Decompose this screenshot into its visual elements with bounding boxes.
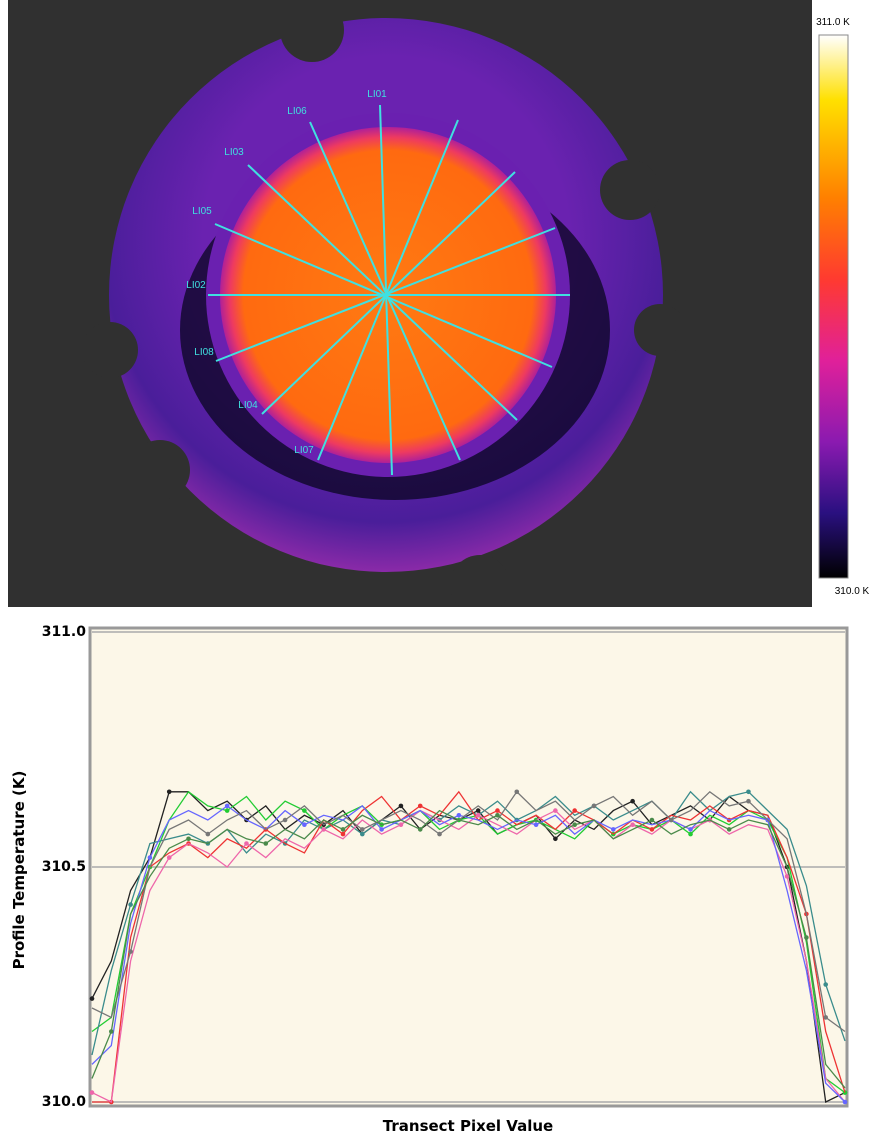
point bbox=[128, 902, 133, 907]
point bbox=[746, 789, 751, 795]
point bbox=[842, 1099, 848, 1105]
point bbox=[166, 855, 172, 860]
notch bbox=[82, 322, 138, 378]
point bbox=[147, 855, 153, 860]
series-line bbox=[91, 790, 846, 1033]
point bbox=[553, 836, 558, 842]
point bbox=[263, 841, 269, 846]
thermal-image bbox=[82, 0, 686, 607]
y-tick-label: 310.0 bbox=[42, 1094, 87, 1110]
point bbox=[321, 827, 326, 832]
point bbox=[109, 1029, 114, 1034]
point bbox=[417, 827, 423, 832]
point bbox=[533, 822, 539, 827]
point bbox=[89, 996, 95, 1001]
point bbox=[688, 831, 693, 837]
point bbox=[398, 803, 404, 809]
notch bbox=[600, 160, 660, 220]
transect-label: LI04 bbox=[238, 400, 258, 411]
point bbox=[668, 817, 674, 823]
point bbox=[475, 813, 481, 818]
point bbox=[417, 803, 423, 809]
point bbox=[572, 822, 577, 827]
point bbox=[553, 808, 558, 813]
point bbox=[360, 827, 365, 832]
point bbox=[166, 789, 172, 795]
colorbar-min: 310.0 K bbox=[835, 586, 870, 597]
series-line bbox=[92, 790, 846, 1103]
notch bbox=[130, 440, 190, 500]
series-line bbox=[91, 805, 846, 1103]
point bbox=[611, 827, 616, 832]
point bbox=[746, 798, 751, 804]
point bbox=[437, 831, 442, 837]
transect-labels: LI01 LI06 LI03 LI05 LI02 LI08 LI04 LI07 bbox=[186, 89, 387, 456]
point bbox=[726, 827, 732, 832]
point bbox=[572, 808, 577, 813]
point bbox=[340, 827, 346, 832]
point bbox=[649, 817, 655, 823]
point bbox=[340, 831, 346, 837]
point bbox=[784, 874, 790, 879]
point bbox=[186, 836, 191, 842]
point bbox=[495, 808, 500, 813]
point bbox=[514, 789, 520, 795]
point bbox=[495, 813, 500, 818]
transect-label: LI02 bbox=[186, 280, 206, 291]
point bbox=[630, 798, 635, 804]
notch bbox=[280, 0, 344, 62]
transect-lines bbox=[208, 104, 570, 476]
colorbar-max: 311.0 K bbox=[816, 17, 850, 28]
point bbox=[591, 803, 597, 809]
transect-label: LI07 bbox=[294, 445, 314, 456]
point bbox=[302, 822, 307, 827]
point bbox=[224, 808, 230, 813]
series-line bbox=[91, 791, 846, 1103]
point bbox=[302, 808, 307, 813]
colorbar bbox=[818, 34, 849, 579]
point bbox=[224, 803, 230, 809]
y-tick-label: 310.5 bbox=[42, 859, 86, 875]
point bbox=[398, 822, 404, 827]
point bbox=[630, 822, 635, 827]
transect-label: LI05 bbox=[192, 206, 212, 217]
series-line bbox=[91, 809, 846, 1089]
point bbox=[823, 982, 828, 987]
point bbox=[128, 949, 133, 954]
point bbox=[649, 827, 655, 832]
grid: 310.0 310.5 311.0 bbox=[42, 624, 845, 1110]
point bbox=[379, 827, 384, 832]
transect-label: LI06 bbox=[287, 106, 307, 117]
y-axis-label: Profile Temperature (K) bbox=[10, 771, 28, 970]
point bbox=[244, 841, 249, 846]
notch bbox=[450, 555, 510, 607]
y-tick-label: 311.0 bbox=[42, 624, 87, 640]
point bbox=[475, 808, 481, 813]
point bbox=[804, 935, 809, 940]
point bbox=[205, 831, 211, 837]
plot bbox=[89, 789, 848, 1105]
notch bbox=[634, 304, 686, 356]
point bbox=[456, 813, 462, 818]
x-axis-label: Transect Pixel Value bbox=[383, 1117, 553, 1135]
transect-label: LI01 bbox=[367, 89, 387, 100]
point bbox=[823, 1015, 828, 1020]
transect-label: LI08 bbox=[194, 347, 214, 358]
point bbox=[89, 1090, 95, 1095]
transect-label: LI03 bbox=[224, 147, 244, 158]
point bbox=[282, 817, 288, 823]
point bbox=[688, 827, 693, 832]
point bbox=[360, 831, 365, 837]
